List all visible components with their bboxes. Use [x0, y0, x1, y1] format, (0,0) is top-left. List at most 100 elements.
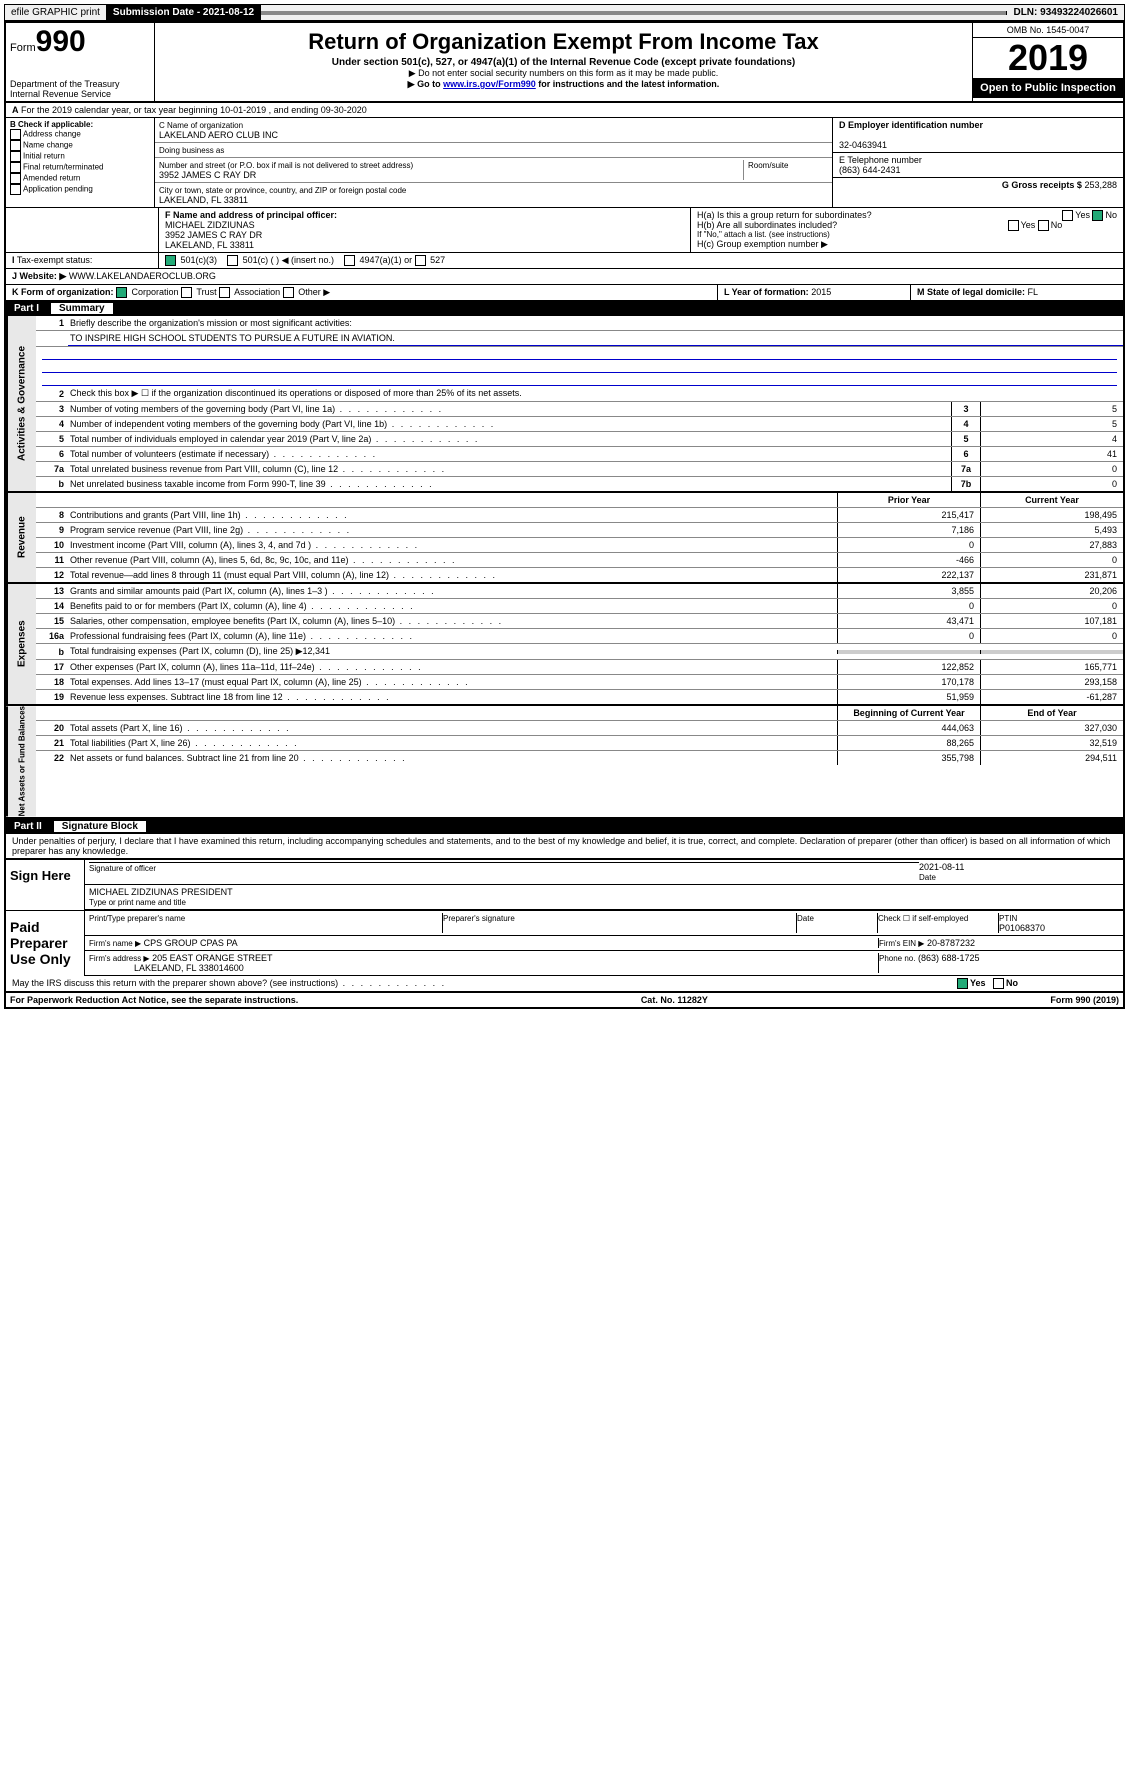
- row-a-period: A For the 2019 calendar year, or tax yea…: [6, 103, 1123, 118]
- opt-527: 527: [430, 255, 445, 265]
- lbl-tax-status: Tax-exempt status:: [17, 255, 93, 265]
- header-right: OMB No. 1545-0047 2019 Open to Public In…: [972, 23, 1123, 101]
- discuss-no[interactable]: [993, 978, 1004, 989]
- cb-name[interactable]: [10, 140, 21, 151]
- box-h: H(a) Is this a group return for subordin…: [691, 208, 1123, 252]
- cb-4947[interactable]: [344, 255, 355, 266]
- sign-here-label: Sign Here: [6, 860, 85, 910]
- officer-name: MICHAEL ZIDZIUNAS: [165, 220, 255, 230]
- website-value[interactable]: WWW.LAKELANDAEROCLUB.ORG: [69, 271, 216, 281]
- submission-date: Submission Date - 2021-08-12: [107, 5, 261, 20]
- hb-yes[interactable]: [1008, 220, 1019, 231]
- dln: DLN: 93493224026601: [1007, 5, 1124, 20]
- part2-num: Part II: [14, 821, 54, 832]
- discuss-row: May the IRS discuss this return with the…: [6, 976, 1123, 993]
- footer: For Paperwork Reduction Act Notice, see …: [6, 993, 1123, 1007]
- lbl-amended: Amended return: [23, 174, 80, 183]
- cb-501c[interactable]: [227, 255, 238, 266]
- discuss-text: May the IRS discuss this return with the…: [12, 978, 338, 988]
- lbl-year: L Year of formation:: [724, 287, 809, 297]
- part1-body: Activities & Governance 1Briefly describ…: [6, 316, 1123, 493]
- mission-line2: [42, 347, 1117, 360]
- lbl-website: Website: ▶: [20, 271, 67, 281]
- ha-yes[interactable]: [1062, 210, 1073, 221]
- cb-trust[interactable]: [181, 287, 192, 298]
- lbl-final: Final return/terminated: [23, 163, 103, 172]
- efile-label[interactable]: efile GRAPHIC print: [5, 5, 107, 20]
- org-city: LAKELAND, FL 33811: [159, 195, 248, 205]
- cb-527[interactable]: [415, 255, 426, 266]
- footer-mid: Cat. No. 11282Y: [641, 995, 708, 1005]
- lbl-firm-phone: Phone no.: [879, 954, 915, 963]
- addr-row: Number and street (or P.O. box if mail i…: [155, 158, 832, 183]
- lbl-address: Address change: [23, 130, 81, 139]
- hb-label: H(b) Are all subordinates included?: [697, 220, 837, 230]
- netassets-block: Beginning of Current YearEnd of Year 20T…: [36, 706, 1123, 816]
- opt-assoc: Association: [234, 287, 280, 297]
- row-f-h: F Name and address of principal officer:…: [6, 208, 1123, 253]
- lbl-firm-addr: Firm's address ▶: [89, 954, 150, 963]
- tax-year: 2019: [973, 38, 1123, 78]
- cb-final[interactable]: [10, 162, 21, 173]
- form-subtitle: Under section 501(c), 527, or 4947(a)(1)…: [159, 57, 968, 68]
- org-name-row: C Name of organization LAKELAND AERO CLU…: [155, 118, 832, 143]
- ptin-value: P01068370: [999, 923, 1045, 933]
- form-title: Return of Organization Exempt From Incom…: [159, 29, 968, 55]
- hdr-current-year: Current Year: [980, 493, 1123, 507]
- revenue-block: Prior YearCurrent Year 8Contributions an…: [36, 493, 1123, 582]
- cb-amended[interactable]: [10, 173, 21, 184]
- row-k-l-m: K Form of organization: Corporation Trus…: [6, 285, 1123, 301]
- lbl-gross: G Gross receipts $: [1002, 180, 1082, 190]
- opt-4947: 4947(a)(1) or: [360, 255, 413, 265]
- paid-preparer-label: Paid Preparer Use Only: [6, 911, 85, 976]
- lbl-firm-ein: Firm's EIN ▶: [879, 939, 924, 948]
- state-value: FL: [1028, 287, 1039, 297]
- form-number: 990: [36, 25, 86, 58]
- cb-assoc[interactable]: [219, 287, 230, 298]
- l1-desc: Briefly describe the organization's miss…: [68, 316, 1123, 330]
- lbl-room: Room/suite: [748, 161, 788, 170]
- footer-left: For Paperwork Reduction Act Notice, see …: [10, 995, 298, 1005]
- firm-ein: 20-8787232: [927, 938, 975, 948]
- lbl-date: Date: [919, 873, 936, 882]
- cb-other[interactable]: [283, 287, 294, 298]
- hdr-boy: Beginning of Current Year: [837, 706, 980, 720]
- lbl-city: City or town, state or province, country…: [159, 186, 406, 195]
- hc-label: H(c) Group exemption number ▶: [697, 239, 1117, 250]
- phone-value: (863) 644-2431: [839, 165, 901, 175]
- side-expenses: Expenses: [6, 584, 36, 704]
- note-link: ▶ Go to www.irs.gov/Form990 for instruct…: [159, 79, 968, 90]
- lbl-prep-name: Print/Type preparer's name: [89, 914, 185, 923]
- paid-preparer-section: Paid Preparer Use Only Print/Type prepar…: [6, 910, 1123, 976]
- lbl-addr: Number and street (or P.O. box if mail i…: [159, 161, 413, 170]
- form-header: Form990 Department of the Treasury Inter…: [6, 23, 1123, 103]
- cb-501c3[interactable]: [165, 255, 176, 266]
- discuss-yes[interactable]: [957, 978, 968, 989]
- hb-no[interactable]: [1038, 220, 1049, 231]
- part1-header: Part I Summary: [6, 301, 1123, 316]
- ha-no[interactable]: [1092, 210, 1103, 221]
- part1-num: Part I: [14, 303, 51, 314]
- sig-date: 2021-08-11: [919, 862, 964, 872]
- opt-trust: Trust: [196, 287, 216, 297]
- revenue-section: Revenue Prior YearCurrent Year 8Contribu…: [6, 493, 1123, 584]
- goto-pre: ▶ Go to: [408, 79, 443, 89]
- governance-block: 1Briefly describe the organization's mis…: [36, 316, 1123, 491]
- l2-desc: Check this box ▶ ☐ if the organization d…: [68, 386, 1123, 401]
- lbl-org-name: C Name of organization: [159, 121, 243, 130]
- box-b-header: B Check if applicable:: [10, 120, 93, 129]
- lbl-dba: Doing business as: [159, 146, 224, 155]
- netassets-section: Net Assets or Fund Balances Beginning of…: [6, 706, 1123, 818]
- cb-pending[interactable]: [10, 184, 21, 195]
- cb-corp[interactable]: [116, 287, 127, 298]
- firm-name: CPS GROUP CPAS PA: [144, 938, 238, 948]
- mission-line3: [42, 360, 1117, 373]
- irs-link[interactable]: www.irs.gov/Form990: [443, 79, 536, 89]
- cb-initial[interactable]: [10, 151, 21, 162]
- hdr-prior-year: Prior Year: [837, 493, 980, 507]
- gross-value: 253,288: [1084, 180, 1117, 190]
- box-c: C Name of organization LAKELAND AERO CLU…: [155, 118, 832, 207]
- expenses-block: 13Grants and similar amounts paid (Part …: [36, 584, 1123, 704]
- cb-address[interactable]: [10, 129, 21, 140]
- irs-label: Internal Revenue Service: [10, 89, 150, 99]
